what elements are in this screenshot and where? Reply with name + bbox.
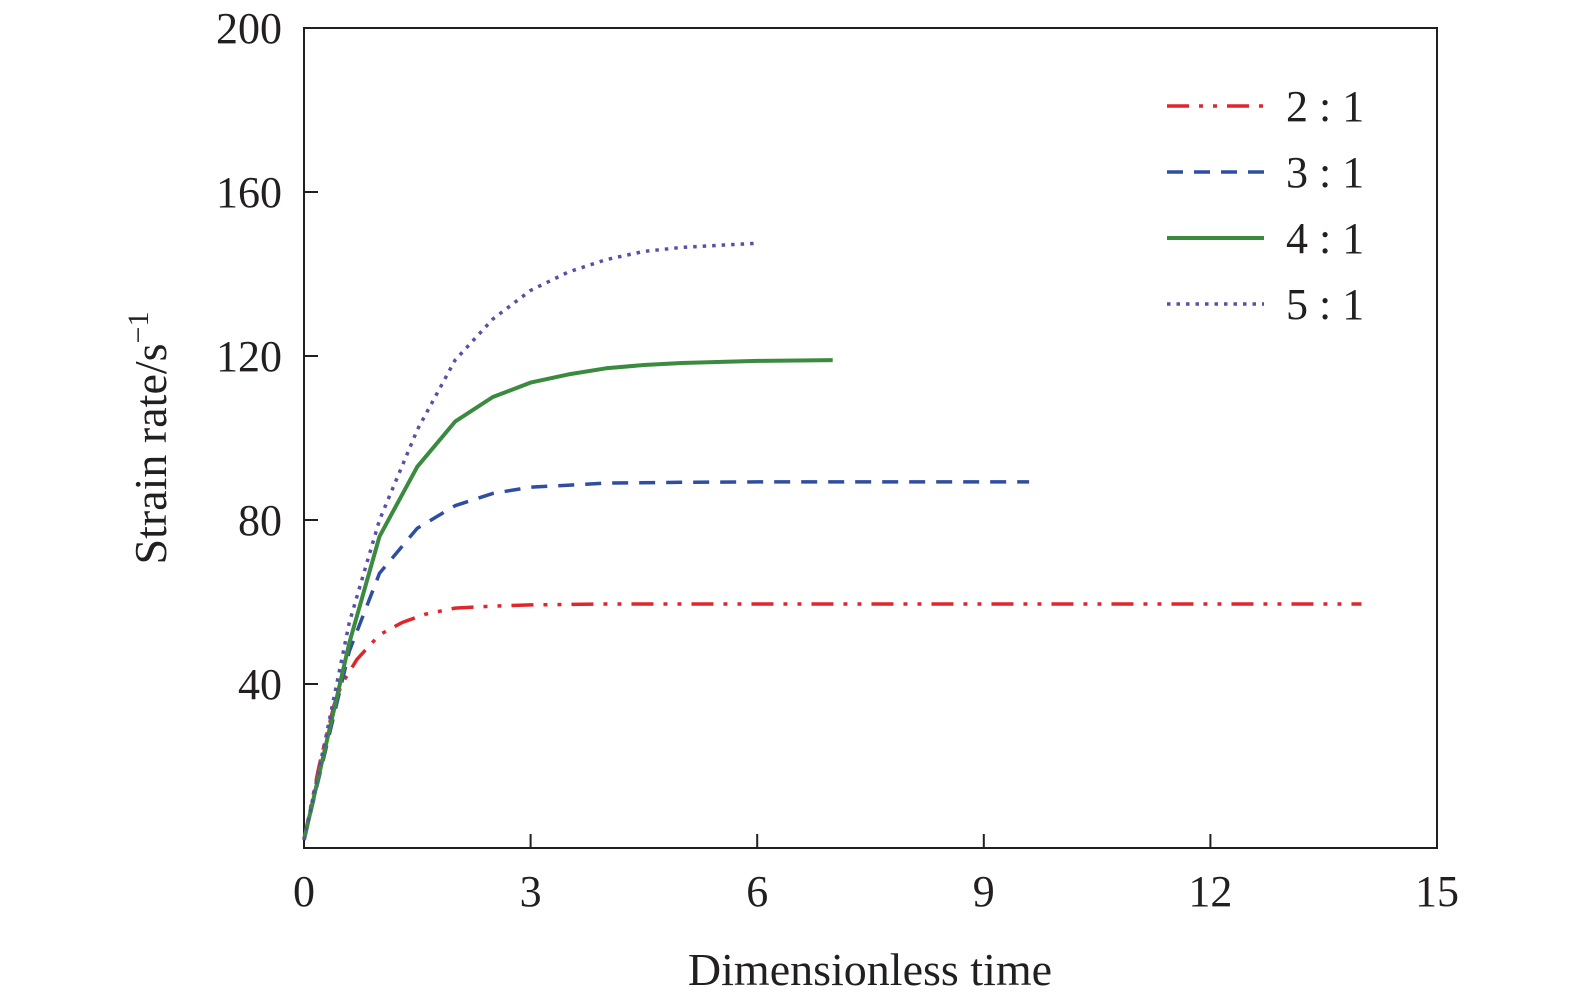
series-line-3 xyxy=(302,358,833,841)
plot-frame xyxy=(303,27,1438,849)
ticks-layer: 0 3 6 9 12 15 40 80 120 160 200 xyxy=(216,4,1459,916)
x-axis-title: Dimensionless time xyxy=(688,944,1052,995)
series-line-2 xyxy=(302,480,1030,841)
y-axis-title-superscript: −1 xyxy=(122,312,155,344)
legend-label-3: 4 : 1 xyxy=(1286,214,1364,263)
y-tick-label: 120 xyxy=(216,332,282,381)
series-line-4 xyxy=(302,241,758,841)
y-tick-label: 160 xyxy=(216,168,282,217)
series-layer xyxy=(302,241,1362,841)
legend-label-1: 2 : 1 xyxy=(1286,82,1364,131)
x-tick-label: 0 xyxy=(293,867,315,916)
series-line-1 xyxy=(302,602,1362,841)
x-tick-label: 6 xyxy=(746,867,768,916)
legend-label-2: 3 : 1 xyxy=(1286,148,1364,197)
x-tick-label: 9 xyxy=(973,867,995,916)
legend-label-4: 5 : 1 xyxy=(1286,280,1364,329)
legend: 2 : 1 3 : 1 4 : 1 5 : 1 xyxy=(1167,82,1364,329)
plot-border xyxy=(303,27,1438,849)
y-tick-label: 80 xyxy=(238,496,282,545)
y-tick-label: 200 xyxy=(216,4,282,53)
x-tick-label: 3 xyxy=(520,867,542,916)
y-axis-title-main: Strain rate/s xyxy=(125,343,176,564)
y-axis-title: Strain rate/s−1 xyxy=(122,312,176,565)
x-tick-label: 12 xyxy=(1188,867,1232,916)
y-tick-label: 40 xyxy=(238,660,282,709)
x-tick-label: 15 xyxy=(1415,867,1459,916)
